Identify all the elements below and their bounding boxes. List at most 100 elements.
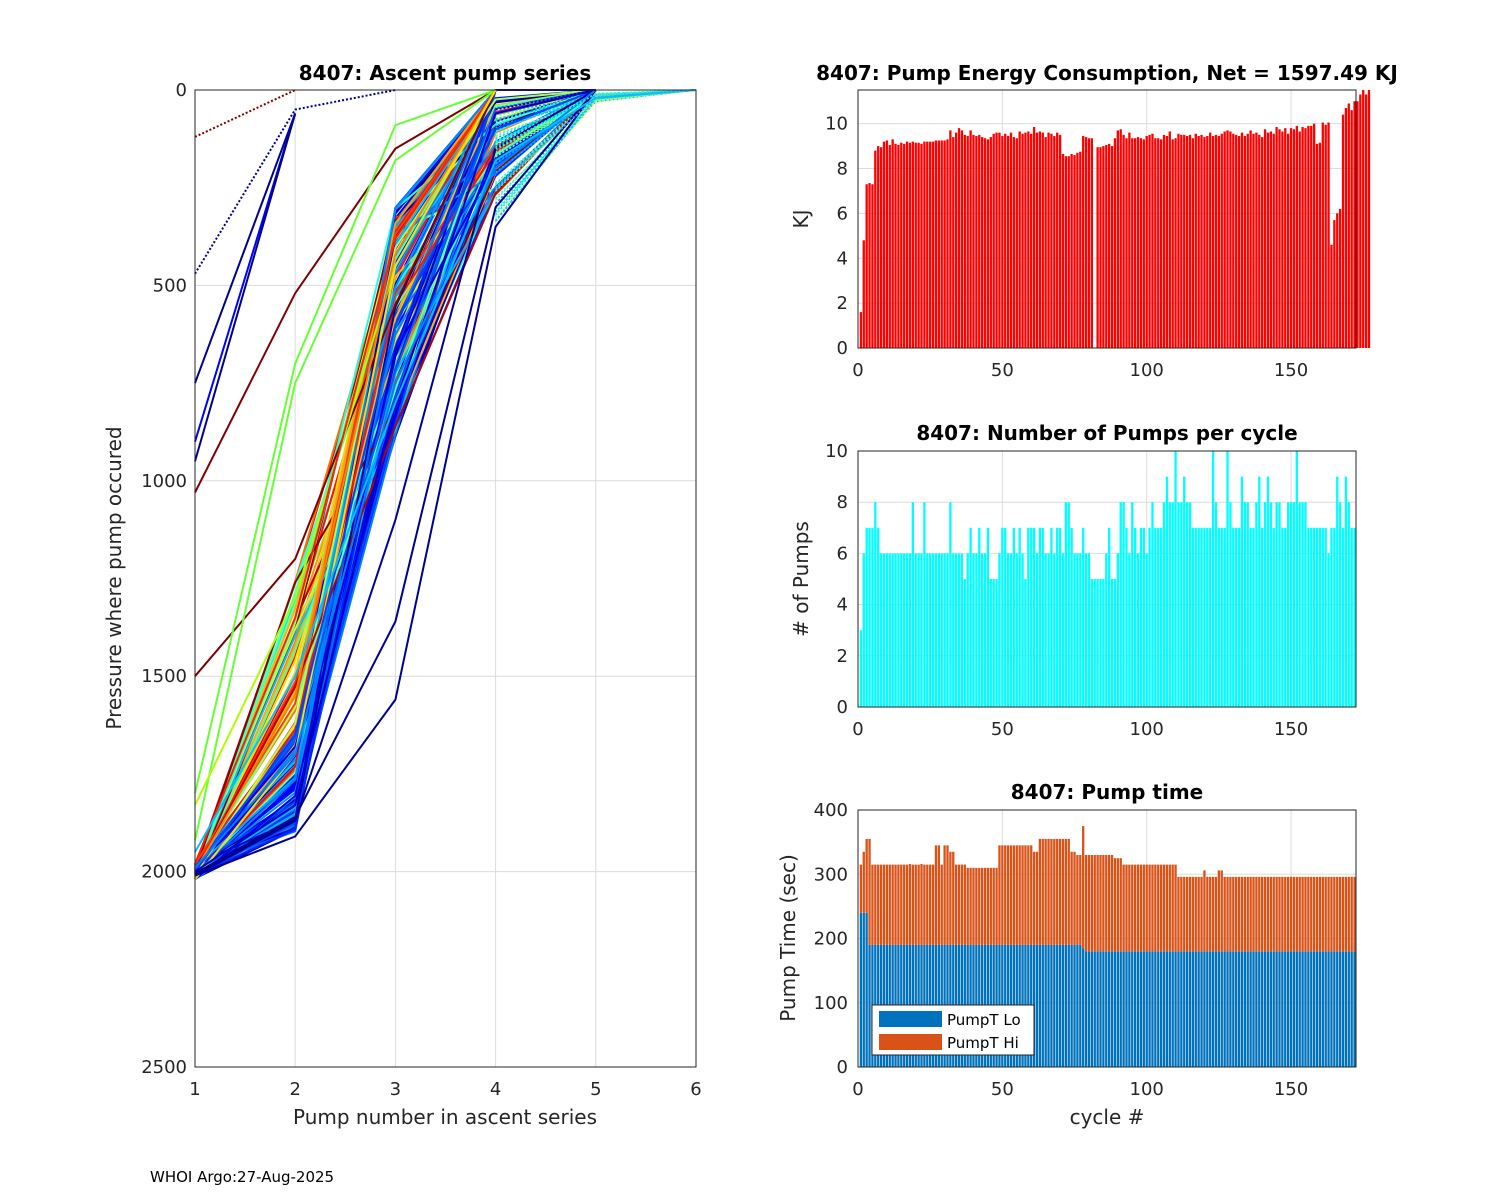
pumptime-hi-bar <box>992 867 995 945</box>
pumptime-lo-bar <box>1191 951 1195 1067</box>
pumptime-hi-bar <box>1252 876 1255 952</box>
pumptime-hi-bar <box>917 864 920 945</box>
pumptime-hi-bar <box>1177 876 1180 952</box>
energy-bar <box>1330 244 1333 348</box>
pumps-bar <box>1105 553 1108 707</box>
pumps-bar <box>1246 502 1249 707</box>
pumps-bar <box>1229 502 1232 707</box>
pumptime-hi-bar <box>897 864 900 945</box>
pumps-bar <box>1047 553 1050 707</box>
energy-bar <box>989 137 992 348</box>
pumptime-hi-bar <box>1157 864 1160 952</box>
pumptime-hi-bar <box>865 838 868 913</box>
pumptime-hi-bar <box>1116 858 1119 952</box>
pumptime-lo-bar <box>1165 951 1169 1067</box>
pumps-bar <box>978 527 981 707</box>
pumps-bar <box>1200 527 1203 707</box>
pumps-bar <box>1350 527 1353 707</box>
pumps-bar <box>983 553 987 707</box>
energy-bar <box>1099 147 1102 348</box>
pumps-bar <box>1194 527 1197 707</box>
energy-title: 8407: Pump Energy Consumption, Net = 159… <box>816 61 1398 85</box>
pumps-bar <box>1131 502 1134 707</box>
energy-bar <box>1122 134 1125 348</box>
energy-bar <box>1133 138 1137 348</box>
energy-bar <box>1249 130 1252 348</box>
pumptime-hi-bar <box>1258 876 1261 952</box>
pumptime-hi-bar <box>946 845 949 945</box>
pumptime-hi-bar <box>1018 845 1021 945</box>
pumptime-lo-bar <box>1180 951 1183 1067</box>
pumptime-hi-bar <box>1009 845 1013 945</box>
pumptime-hi-bar <box>949 851 952 945</box>
energy-bar <box>1214 134 1218 348</box>
pumptime-hi-bar <box>1032 851 1036 945</box>
pumptime-hi-bar <box>1119 858 1122 952</box>
energy-bar <box>940 140 943 348</box>
pumps-bar <box>1004 527 1007 707</box>
pumps-bar <box>1142 527 1145 707</box>
pumps-bar <box>1133 527 1137 707</box>
pumptime-hi-bar <box>957 864 961 945</box>
pumptime-lo-bar <box>1310 951 1313 1067</box>
pumps-bar <box>1110 579 1114 707</box>
ascent-series-line <box>194 89 497 881</box>
energy-bar <box>998 132 1001 348</box>
pumps-bar <box>1154 527 1157 707</box>
pumptime-hi-bar <box>1021 845 1024 945</box>
energy-bar <box>1012 137 1016 348</box>
pumptime-hi-bar <box>1067 838 1070 945</box>
pumptime-lo-bar <box>1341 951 1345 1067</box>
pumps-y-tick: 2 <box>837 646 848 667</box>
energy-bar <box>1278 129 1281 348</box>
pumps-bar <box>1108 527 1111 707</box>
pumptime-hi-bar <box>1027 845 1030 945</box>
energy-bar <box>952 137 955 348</box>
energy-bar <box>1004 133 1007 348</box>
pumps-bar <box>888 553 891 707</box>
pumptime-hi-bar <box>908 863 912 945</box>
pumps-bar <box>1018 527 1021 707</box>
pumptime-hi-bar <box>1292 876 1296 952</box>
pumps-bar <box>940 553 943 707</box>
energy-y-tick: 4 <box>837 248 848 269</box>
energy-bar <box>1058 134 1062 348</box>
pumps-bar <box>1206 527 1209 707</box>
energy-bar <box>960 130 964 348</box>
pumps-bar <box>1061 553 1065 707</box>
pumps-bar <box>1255 502 1258 707</box>
pumptime-hi-bar <box>1139 864 1143 952</box>
ascent-x-label: Pump number in ascent series <box>293 1105 597 1129</box>
pumps-bar <box>995 579 998 707</box>
pumptime-lo-bar <box>1064 944 1068 1067</box>
pumptime-hi-bar <box>1220 870 1223 952</box>
pumptime-lo-bar <box>1044 944 1047 1067</box>
energy-bar <box>1165 135 1169 348</box>
pumps-bar <box>1232 527 1235 707</box>
pumps-bar <box>1220 527 1223 707</box>
pumptime-lo-bar <box>1050 944 1053 1067</box>
energy-bar <box>888 144 891 348</box>
ascent-pump-series-axes: 1 2 3 4 5 6 0 500 1000 1500 2000 2500 8407: Ascent… <box>102 61 702 1129</box>
ascent-series-line <box>194 89 496 794</box>
pumps-bar <box>934 553 938 707</box>
pumps-bar <box>949 502 952 707</box>
pumptime-y-label: Pump Time (sec) <box>776 854 800 1022</box>
pumptime-hi-bar <box>1125 864 1128 952</box>
energy-bar <box>914 142 917 348</box>
ascent-y-tick: 500 <box>153 275 187 296</box>
pumps-bar <box>1067 502 1070 707</box>
pumps-bar <box>865 527 868 707</box>
energy-bar <box>879 147 883 348</box>
pumptime-lo-bar <box>1223 951 1226 1067</box>
pumptime-hi-bar <box>862 851 865 913</box>
pumptime-hi-bar <box>1330 876 1333 952</box>
pumptime-lo-bar <box>859 912 863 1067</box>
pumptime-lo-bar <box>1041 944 1044 1067</box>
pumps-bar <box>879 553 883 707</box>
pumps-bar <box>1272 527 1275 707</box>
pumptime-hi-bar <box>1304 876 1307 952</box>
energy-axes: 0 50 100 150 0 2 4 6 8 10 8407: Pump Energy Cons… <box>789 61 1398 381</box>
pumptime-hi-bar <box>1197 876 1200 952</box>
